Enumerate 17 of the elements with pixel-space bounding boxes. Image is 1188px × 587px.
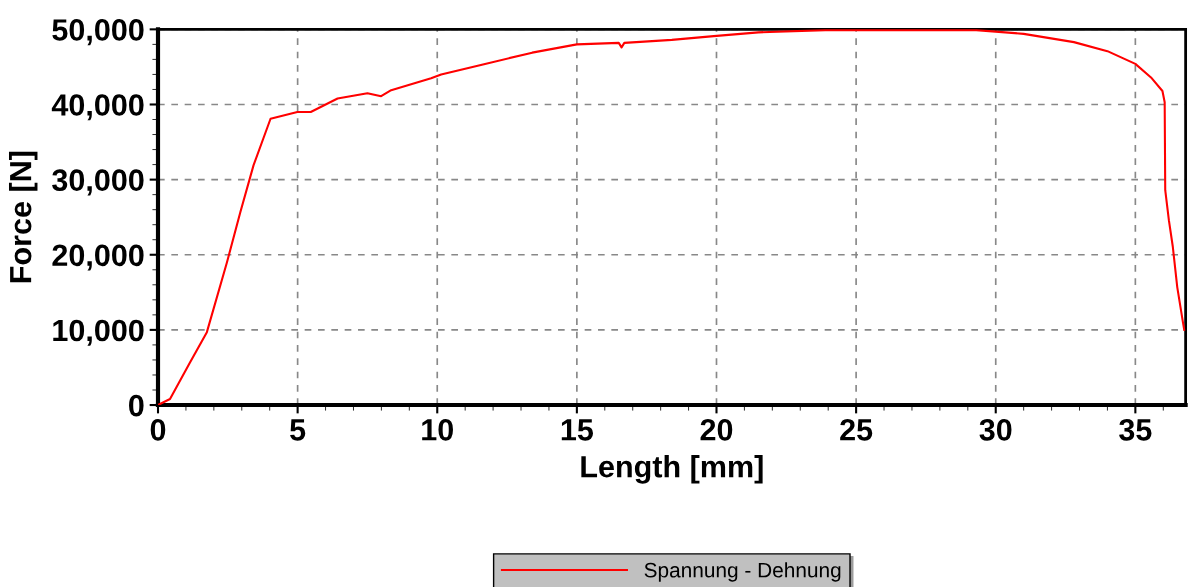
x-tick-label: 25: [840, 419, 873, 441]
x-tick-label: 30: [979, 419, 1012, 441]
y-tick-label: 50,000: [52, 19, 144, 46]
y-axis-title: Force [N]: [8, 151, 38, 283]
y-tick-label: 30,000: [52, 169, 144, 196]
y-tick-label: 20,000: [52, 244, 144, 271]
x-tick-label: 20: [700, 419, 733, 441]
x-tick-label: 0: [150, 419, 166, 441]
y-tick-label: 0: [129, 394, 144, 417]
x-tick-label: 15: [561, 419, 594, 441]
x-tick-label: 5: [290, 419, 306, 441]
text: Spannung - Dehnung: [644, 562, 841, 582]
x-tick-label: 10: [422, 419, 453, 441]
x-tick-label: 35: [1119, 419, 1152, 441]
x-axis-title: Length [mm]: [581, 455, 763, 484]
y-tick-label: 40,000: [51, 94, 144, 121]
y-tick-label: 10,000: [53, 319, 144, 346]
